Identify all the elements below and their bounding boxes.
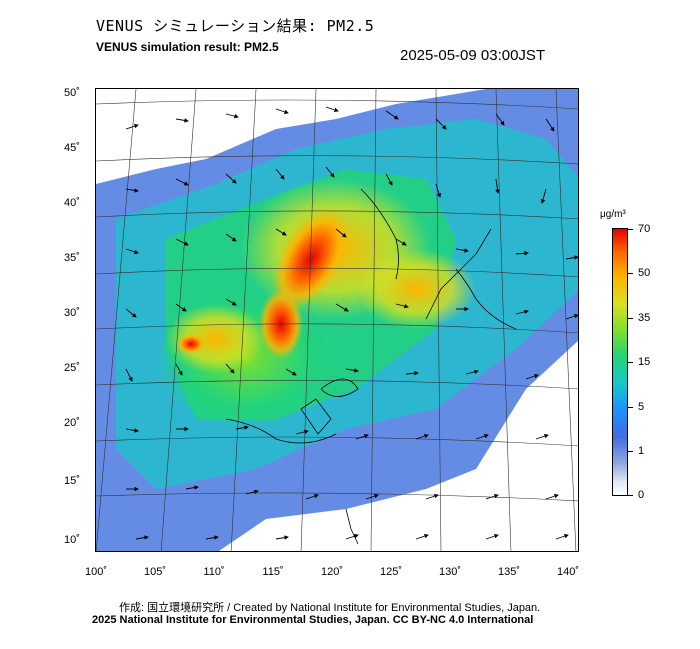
lat-label-20: 20˚ (64, 417, 80, 429)
lat-label-50: 50˚ (64, 87, 80, 99)
lat-label-25: 25˚ (64, 362, 80, 374)
colorbar-tick (628, 273, 633, 274)
wind-vectors (125, 106, 578, 540)
colorbar-unit: μg/m³ (600, 209, 626, 220)
colorbar-label-1: 1 (638, 445, 645, 457)
title-english: VENUS simulation result: PM2.5 (96, 40, 279, 54)
colorbar-tick (628, 318, 633, 319)
pm25-colorbar (612, 228, 628, 496)
pm25-hotspot-south (177, 334, 205, 354)
graticule (96, 89, 578, 551)
colorbar-label-35: 35 (638, 312, 651, 324)
lat-label-45: 45˚ (64, 142, 80, 154)
lat-label-35: 35˚ (64, 252, 80, 264)
lon-label-125: 125˚ (379, 566, 403, 578)
pm25-map (95, 88, 579, 552)
colorbar-label-5: 5 (638, 401, 645, 413)
colorbar-label-0: 0 (638, 489, 645, 501)
map-canvas (96, 89, 578, 551)
lon-label-115: 115˚ (262, 566, 284, 578)
yellow-haze-west (166, 304, 266, 374)
lon-label-100: 100˚ (84, 566, 108, 578)
colorbar-tick (628, 451, 633, 452)
lon-label-110: 110˚ (203, 566, 225, 578)
lon-label-105: 105˚ (143, 566, 167, 578)
lat-label-30: 30˚ (64, 307, 80, 319)
colorbar-tick (628, 495, 633, 496)
colorbar-tick (628, 362, 633, 363)
license-line: 2025 National Institute for Environmenta… (92, 614, 534, 626)
title-japanese: VENUS シミュレーション結果: PM2.5 (96, 17, 375, 35)
colorbar-label-50: 50 (638, 267, 651, 279)
lat-label-15: 15˚ (64, 475, 80, 487)
lon-label-140: 140˚ (556, 566, 580, 578)
lon-label-130: 130˚ (438, 566, 462, 578)
credit-line: 作成: 国立環境研究所 / Created by National Instit… (119, 602, 541, 614)
lat-label-40: 40˚ (64, 197, 80, 209)
lon-label-120: 120˚ (320, 566, 344, 578)
pm25-hotspot-north (273, 209, 349, 309)
lon-label-135: 135˚ (497, 566, 521, 578)
lat-label-10: 10˚ (64, 534, 80, 546)
timestamp: 2025-05-09 03:00JST (400, 47, 546, 64)
colorbar-tick (628, 229, 633, 230)
colorbar-label-70: 70 (638, 223, 651, 235)
colorbar-label-15: 15 (638, 356, 651, 368)
colorbar-tick (628, 407, 633, 408)
